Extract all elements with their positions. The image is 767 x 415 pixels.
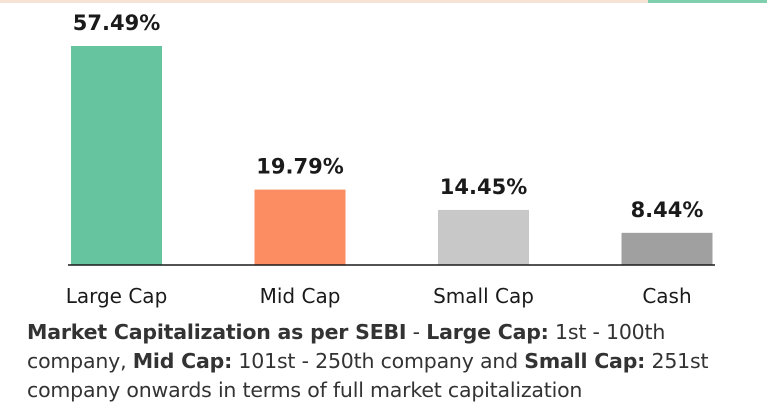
data-label-small-cap: 14.45%	[440, 175, 527, 199]
bar-mid-cap	[254, 189, 346, 265]
category-label-small-cap: Small Cap	[433, 284, 534, 308]
data-label-cash: 8.44%	[631, 198, 704, 222]
footnote-small-cap-label: Small Cap:	[524, 349, 646, 373]
bar-small-cap	[438, 209, 529, 265]
top-divider	[0, 0, 767, 3]
market-cap-bar-chart: 57.49% Large Cap 19.79% Mid Cap 14.45% Small …	[66, 11, 715, 308]
category-label-cash: Cash	[642, 284, 691, 308]
bar-cash	[621, 232, 713, 265]
data-label-mid-cap: 19.79%	[256, 155, 343, 179]
bar-large-cap	[71, 46, 162, 265]
category-label-large-cap: Large Cap	[66, 284, 168, 308]
category-label-mid-cap: Mid Cap	[260, 284, 341, 308]
footnote-title: Market Capitalization as per SEBI	[27, 320, 407, 344]
footnote-separator: -	[406, 320, 427, 344]
market-cap-footnote: Market Capitalization as per SEBI - Larg…	[27, 318, 752, 405]
top-accent-bar	[648, 0, 767, 3]
footnote-large-cap-label: Large Cap:	[426, 320, 549, 344]
footnote-small-cap-text: 251st company onwards in terms of full m…	[27, 349, 709, 402]
data-label-large-cap: 57.49%	[73, 11, 160, 35]
footnote-mid-cap-text: 101st - 250th company and	[232, 349, 525, 373]
footnote-mid-cap-label: Mid Cap:	[132, 349, 233, 373]
footnote-large-cap-text: 1st - 100th company,	[27, 320, 666, 373]
